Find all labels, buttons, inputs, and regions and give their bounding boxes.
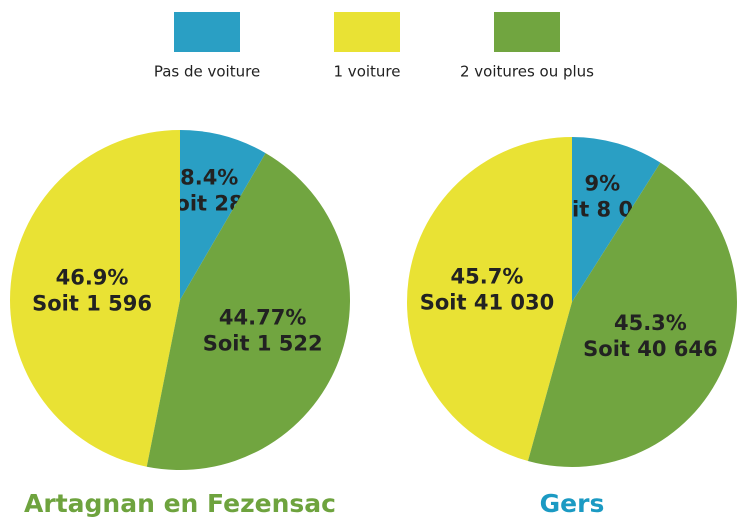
pie-slice xyxy=(527,162,737,467)
legend-swatch xyxy=(334,12,400,52)
value-label: 9% xyxy=(585,171,621,195)
value-label: 8.4% xyxy=(180,166,238,190)
count-label: Soit 40 646 xyxy=(583,337,717,361)
value-label: 45.3% xyxy=(614,311,687,335)
pie-slice xyxy=(180,130,266,300)
pie-slice xyxy=(407,137,572,462)
chart-title: Gers xyxy=(540,489,605,518)
legend-label: 2 voitures ou plus xyxy=(460,63,594,81)
count-label: Soit 1 522 xyxy=(203,331,323,355)
chart-title: Artagnan en Fezensac xyxy=(24,489,336,518)
value-label: 46.9% xyxy=(56,265,129,289)
value-label: 44.77% xyxy=(219,305,306,329)
value-label: 45.7% xyxy=(451,264,524,288)
legend-label: 1 voiture xyxy=(334,63,401,81)
pie-slice xyxy=(146,153,351,471)
legend-swatch xyxy=(174,12,240,52)
legend-swatch xyxy=(494,12,560,52)
pie-slice xyxy=(10,130,181,467)
count-label: Soit 41 030 xyxy=(420,290,554,314)
legend-label: Pas de voiture xyxy=(154,63,260,81)
pie-slice xyxy=(572,137,661,302)
count-label: Soit 1 596 xyxy=(32,291,152,315)
